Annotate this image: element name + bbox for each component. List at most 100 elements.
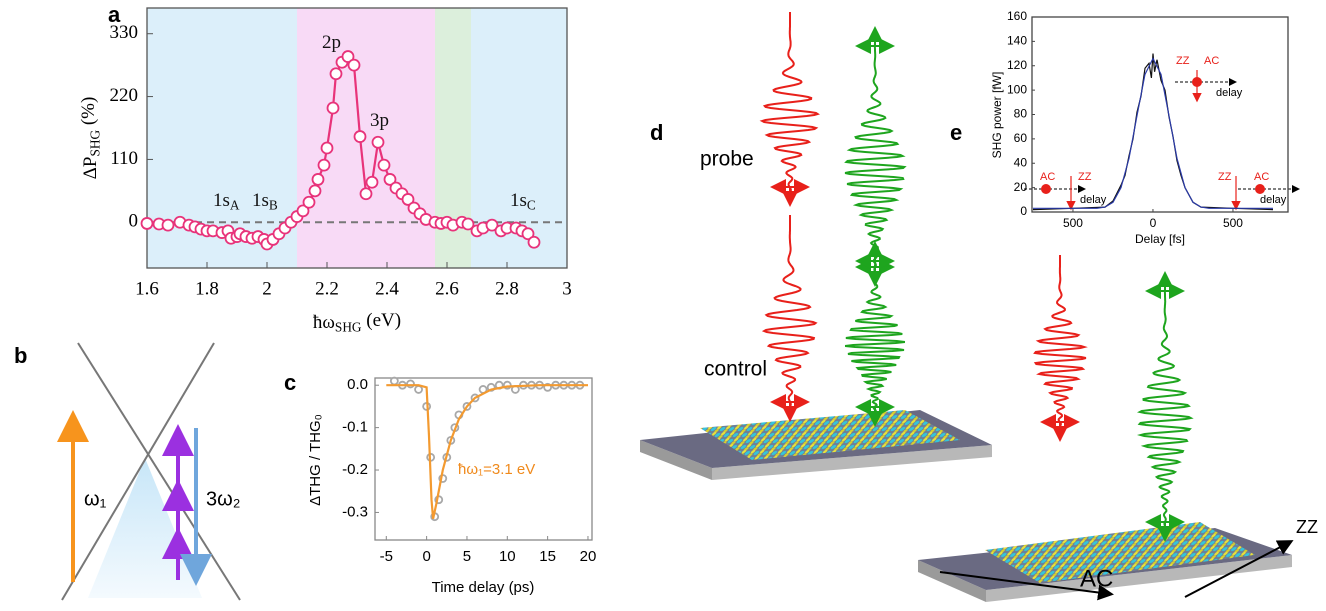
annotation: 3p <box>370 110 389 131</box>
label-part: 2p <box>322 32 341 53</box>
x-tick-label: 1.6 <box>135 278 159 299</box>
y-axis-label: ΔTHG / THG₀ <box>307 414 324 506</box>
band-diagram: ω₁ 3ω₂ <box>57 342 241 601</box>
slab-side <box>918 560 986 602</box>
label-part: ΔTHG / THG₀ <box>307 414 324 506</box>
dot <box>1041 184 1051 194</box>
line <box>1032 53 1274 211</box>
x-axis-label: Time delay (ps) <box>432 579 535 596</box>
wave <box>761 215 818 421</box>
label-part: SHG <box>335 320 362 335</box>
lattice <box>985 522 1255 583</box>
axis-arrow <box>939 571 1114 601</box>
line <box>386 384 588 520</box>
label-part: 1s <box>510 190 527 211</box>
panel-letter: d <box>650 120 663 145</box>
y-tick-label: 60 <box>1014 131 1028 145</box>
x-tick-label: 2.2 <box>315 278 339 299</box>
marker <box>502 380 512 390</box>
marker <box>377 158 391 172</box>
y-tick-label: 160 <box>1007 9 1027 23</box>
x-tick-label: 500 <box>1063 216 1083 230</box>
y-tick-label: -0.3 <box>342 503 368 520</box>
x-tick-label: 1.8 <box>195 278 219 299</box>
panel-letter: c <box>284 370 296 395</box>
label-part: ΔP <box>80 157 101 180</box>
line <box>1033 57 1273 209</box>
plot-frame <box>374 377 593 541</box>
wave <box>844 245 906 426</box>
wave-packets <box>759 12 1194 542</box>
x-tick-label: 0 <box>1150 216 1157 230</box>
x-tick-label: 0 <box>422 548 430 565</box>
marker <box>302 195 316 209</box>
band-line <box>77 342 241 601</box>
y-tick-label: 0 <box>1020 204 1027 218</box>
y-tick-label: 80 <box>1014 107 1028 121</box>
x-axis-label: ħωSHG (eV) <box>313 310 401 334</box>
label-part: 3p <box>370 110 389 131</box>
inset-label: delay <box>1216 87 1243 99</box>
y-tick-label: -0.1 <box>342 419 368 436</box>
marker <box>406 379 415 389</box>
inset-label: AC <box>1204 55 1219 67</box>
marker <box>317 158 331 172</box>
wave <box>1033 255 1088 441</box>
panel-letter: a <box>108 2 121 27</box>
x-axis-label: Delay [fs] <box>1135 232 1185 246</box>
label-part: 1s <box>213 190 230 211</box>
y-axis-label: SHG power [fW] <box>990 72 1004 159</box>
chart: 500 0 500 0 20 40 60 80 100 120 140 160 Delay [fs] SH… <box>990 9 1289 246</box>
inset-label: delay <box>1260 194 1287 206</box>
y-tick-label: -0.2 <box>342 461 368 478</box>
y-tick-label: 140 <box>1007 34 1027 48</box>
inset-label: ZZ <box>1078 171 1092 183</box>
y-tick-label: 0 <box>129 211 139 232</box>
marker <box>311 173 325 186</box>
inset-label: ZZ <box>1218 171 1232 183</box>
inset-label: AC <box>1040 171 1055 183</box>
marker <box>401 193 415 206</box>
dot <box>1255 184 1265 194</box>
marker <box>308 184 322 198</box>
label-part: Time delay (ps) <box>432 579 535 596</box>
label-part: (%) <box>78 97 99 130</box>
label-part: (eV) <box>362 310 402 331</box>
annotation: 1sC <box>510 190 536 212</box>
y-tick-label: 100 <box>1007 82 1027 96</box>
marker <box>470 393 480 403</box>
label-part: Delay [fs] <box>1135 232 1185 246</box>
marker <box>486 382 496 392</box>
annotation: 1sA <box>213 190 240 212</box>
x-tick-label: 2.4 <box>375 278 399 299</box>
y-tick-label: 120 <box>1007 58 1027 72</box>
label: ω₁ <box>84 488 107 510</box>
x-tick-label: 500 <box>1223 216 1243 230</box>
y-tick-label: 40 <box>1014 155 1028 169</box>
marker <box>320 141 334 155</box>
x-tick-label: 2.6 <box>435 278 459 299</box>
y-tick-label: 110 <box>110 148 138 169</box>
marker <box>414 385 423 394</box>
marker <box>140 217 154 230</box>
label-part: ħω₁=3.1 eV <box>458 461 535 478</box>
label: 3ω₂ <box>206 488 241 510</box>
marker <box>543 382 553 392</box>
label-part: A <box>230 198 240 213</box>
label: ZZ <box>1296 517 1318 537</box>
annotation: 2p <box>322 32 341 53</box>
label: control <box>704 358 767 381</box>
label: probe <box>700 148 754 171</box>
marker <box>462 402 472 411</box>
marker <box>521 227 535 241</box>
chart: -5 0 5 10 15 20 0.0 -0.1 -0.2 -0.3 Time delay (ps)… <box>307 376 596 596</box>
y-tick-label: 220 <box>110 85 139 106</box>
lattice <box>700 410 960 460</box>
marker <box>359 187 373 201</box>
y-tick-label: 0.0 <box>347 376 368 393</box>
slab-side <box>640 440 712 480</box>
marker <box>461 217 475 231</box>
marker <box>296 204 310 218</box>
